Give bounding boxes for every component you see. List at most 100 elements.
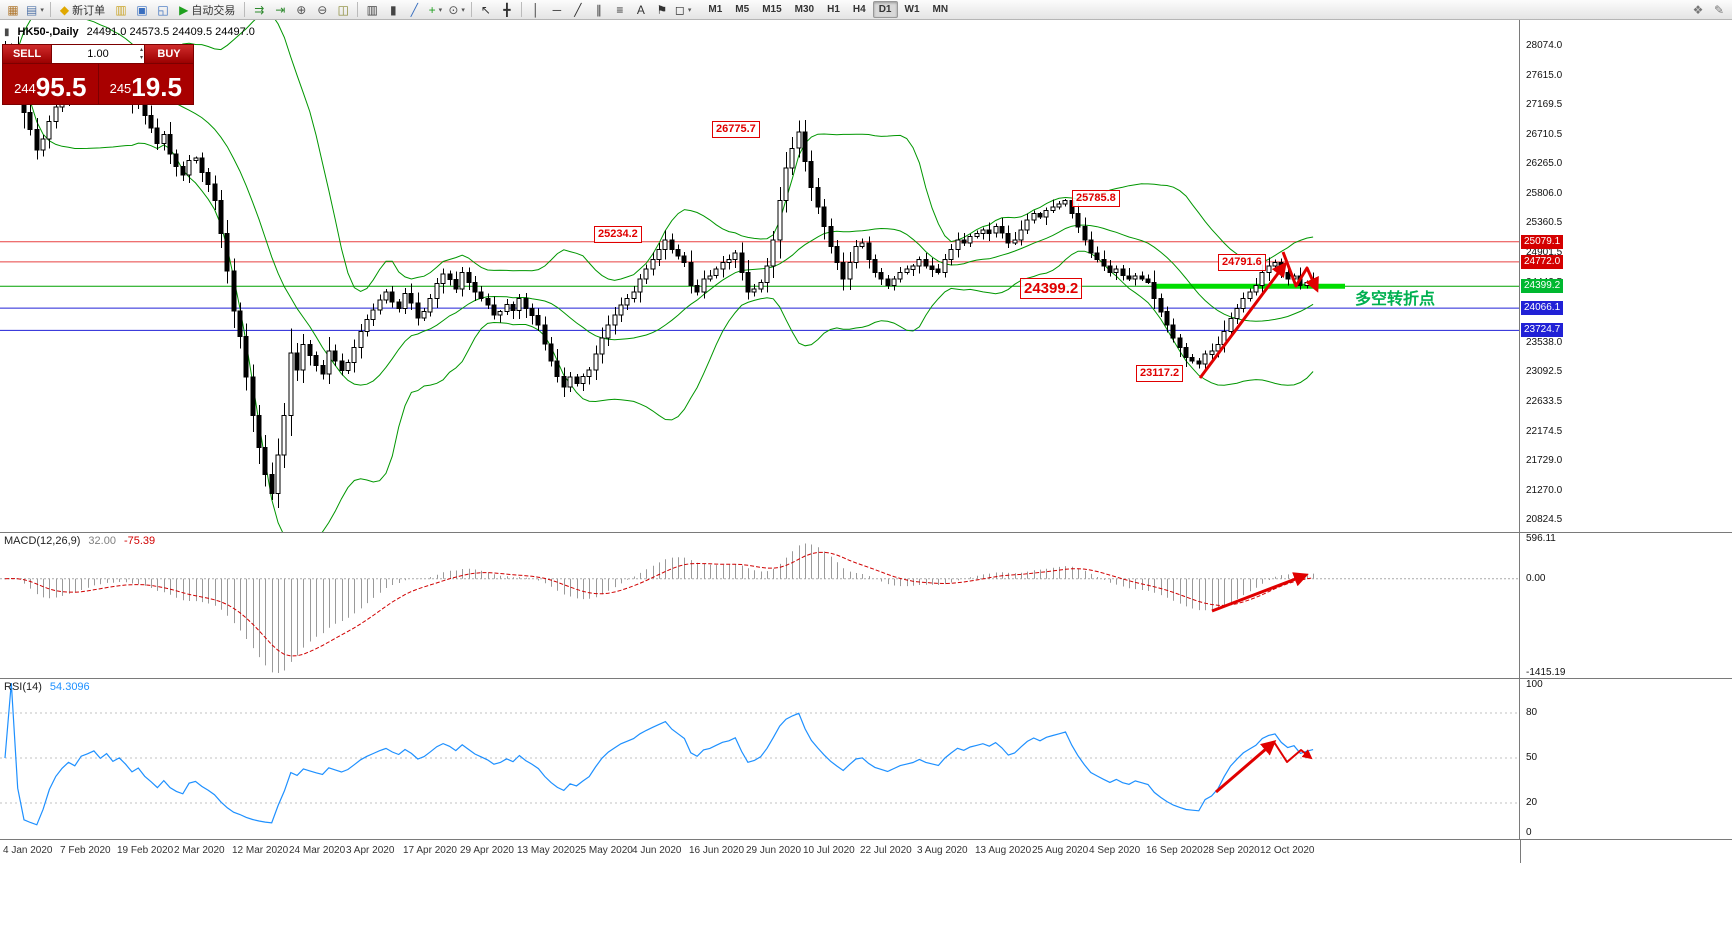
rsi-value: 54.3096 xyxy=(49,681,90,693)
rsi-axis-tick: 20 xyxy=(1526,797,1538,808)
periods-button[interactable]: ⊙ ▾ xyxy=(446,1,467,19)
channel-button[interactable]: ∥ xyxy=(589,1,609,19)
volume-stepper[interactable]: ▴ ▾ xyxy=(140,46,143,62)
macd-canvas[interactable] xyxy=(0,533,1520,678)
new-order-button-label: 新订单 xyxy=(72,4,106,17)
axis-corner-line xyxy=(1520,840,1521,863)
timeframe-mn-button[interactable]: MN xyxy=(932,4,949,15)
macd-name: MACD(12,26,9) xyxy=(4,535,81,547)
price-annotation[interactable]: 24791.6 xyxy=(1218,254,1266,271)
price-annotation[interactable]: 26775.7 xyxy=(712,121,760,138)
stepper-up-icon[interactable]: ▴ xyxy=(139,47,143,53)
add-indicator-button[interactable]: + ▾ xyxy=(425,1,445,19)
timeframe-h1-button[interactable]: H1 xyxy=(827,4,840,15)
cursor-button-icon: ↖ xyxy=(480,2,491,17)
date-tick: 12 Mar 2020 xyxy=(232,845,289,856)
date-tick: 29 Apr 2020 xyxy=(460,845,514,856)
crosshair-button-icon: ╋ xyxy=(503,2,511,17)
text-button[interactable]: A xyxy=(631,1,651,19)
date-tick: 3 Apr 2020 xyxy=(346,845,395,856)
new-order-button[interactable]: ◆ 新订单 xyxy=(55,1,110,19)
cursor-button[interactable]: ↖ xyxy=(476,1,496,19)
timeframe-m30-button[interactable]: M30 xyxy=(794,4,815,15)
data-window-button-icon: ▣ xyxy=(136,2,148,17)
date-tick: 16 Jun 2020 xyxy=(689,845,745,856)
price-tick: 23092.5 xyxy=(1526,366,1563,377)
zoom-in-button[interactable]: ⊕ xyxy=(291,1,311,19)
one-click-trading-panel: SELL 1.00 ▴ ▾ BUY 244 95.5 245 19.5 xyxy=(2,44,194,105)
horizontal-line-button[interactable]: ─ xyxy=(547,1,567,19)
sell-button[interactable]: SELL xyxy=(3,45,51,63)
chevron-down-icon: ▾ xyxy=(40,6,44,14)
main-chart-canvas[interactable] xyxy=(0,20,1520,532)
time-axis[interactable]: 4 Jan 2020 7 Feb 2020 19 Feb 2020 2 Mar 202… xyxy=(0,839,1732,863)
zoom-out-button-icon: ⊖ xyxy=(317,2,328,17)
data-window-button[interactable]: ▣ xyxy=(132,1,152,19)
toolbar-right-button-2[interactable]: ✎ xyxy=(1709,1,1729,19)
rsi-axis-tick: 80 xyxy=(1526,707,1538,718)
symbol-timeframe-label: HK50-,Daily xyxy=(17,26,79,38)
price-annotation[interactable]: 23117.2 xyxy=(1136,365,1184,382)
price-badge: 24399.2 xyxy=(1521,279,1564,293)
tile-windows-button[interactable]: ◫ xyxy=(333,1,353,19)
ohlc-values: 24491.0 24573.5 24409.5 24497.0 xyxy=(86,26,255,38)
timeframe-w1-button[interactable]: W1 xyxy=(904,4,920,15)
crosshair-button[interactable]: ╋ xyxy=(497,1,517,19)
zoom-out-button[interactable]: ⊖ xyxy=(312,1,332,19)
candlestick-icon: ▮ xyxy=(4,26,10,38)
date-tick: 3 Aug 2020 xyxy=(917,845,968,856)
toolbar-separator xyxy=(520,2,522,17)
volume-field[interactable]: 1.00 ▴ ▾ xyxy=(51,45,145,63)
macd-panel: MACD(12,26,9) 32.00 -75.39 596.11 0.00 -14… xyxy=(0,532,1732,678)
macd-axis-tick: 0.00 xyxy=(1526,573,1546,584)
market-watch-button[interactable]: ▥ xyxy=(111,1,131,19)
timeframe-m1-button[interactable]: M1 xyxy=(708,4,723,15)
price-tick: 22633.5 xyxy=(1526,396,1563,407)
auto-scroll-button[interactable]: ⇉ xyxy=(249,1,269,19)
vertical-line-button[interactable]: │ xyxy=(526,1,546,19)
bar-chart-mode-button-icon: ▥ xyxy=(366,2,378,17)
rsi-canvas[interactable] xyxy=(0,679,1520,839)
turning-point-label[interactable]: 多空转折点 xyxy=(1355,291,1436,308)
timeframe-h4-button[interactable]: H4 xyxy=(852,4,866,15)
toolbar-right-button-1[interactable]: ❖ xyxy=(1688,1,1708,19)
price-annotation[interactable]: 25234.2 xyxy=(594,226,642,243)
buy-price[interactable]: 245 19.5 xyxy=(99,64,194,104)
date-tick: 2 Mar 2020 xyxy=(174,845,225,856)
shapes-button[interactable]: ◻ ▾ xyxy=(673,1,693,19)
bar-chart-mode-button[interactable]: ▥ xyxy=(362,1,382,19)
buy-button[interactable]: BUY xyxy=(145,45,193,63)
chevron-down-icon: ▾ xyxy=(687,6,692,14)
rsi-name: RSI(14) xyxy=(4,681,42,693)
candlestick-mode-button-icon: ▮ xyxy=(390,2,397,17)
autotrade-button[interactable]: ▶ 自动交易 xyxy=(174,1,240,19)
terminal-button[interactable]: ◱ xyxy=(153,1,173,19)
date-tick: 10 Jul 2020 xyxy=(803,845,855,856)
profiles-button[interactable]: ▤ ▾ xyxy=(24,1,46,19)
price-tick: 27615.0 xyxy=(1526,70,1563,81)
text-label-button[interactable]: ⚑ xyxy=(652,1,672,19)
line-chart-mode-button-icon: ╱ xyxy=(410,2,418,17)
date-tick: 22 Jul 2020 xyxy=(860,845,912,856)
trendline-button[interactable]: ╱ xyxy=(568,1,588,19)
price-annotation[interactable]: 24399.2 xyxy=(1020,278,1083,299)
stepper-down-icon[interactable]: ▾ xyxy=(139,55,143,61)
sell-price[interactable]: 244 95.5 xyxy=(3,64,98,104)
line-chart-mode-button[interactable]: ╱ xyxy=(404,1,424,19)
fibonacci-button[interactable]: ≡ xyxy=(610,1,630,19)
timeframe-m5-button[interactable]: M5 xyxy=(735,4,750,15)
chart-shift-button[interactable]: ⇥ xyxy=(270,1,290,19)
new-chart-button[interactable]: ▦ xyxy=(3,1,23,19)
buy-price-big: 19.5 xyxy=(131,72,182,102)
price-annotation[interactable]: 25785.8 xyxy=(1072,190,1120,207)
timeframe-d1-button[interactable]: D1 xyxy=(872,1,898,18)
price-tick: 23538.0 xyxy=(1526,337,1563,348)
price-badge: 24066.1 xyxy=(1521,301,1564,315)
chevron-down-icon: ▾ xyxy=(438,6,443,14)
timeframe-m15-button[interactable]: M15 xyxy=(762,4,782,15)
rsi-panel: RSI(14) 54.3096 100 80 50 20 0 xyxy=(0,678,1732,839)
price-tick: 25806.0 xyxy=(1526,188,1563,199)
trendline-button-icon: ╱ xyxy=(574,2,582,17)
candlestick-mode-button[interactable]: ▮ xyxy=(383,1,403,19)
